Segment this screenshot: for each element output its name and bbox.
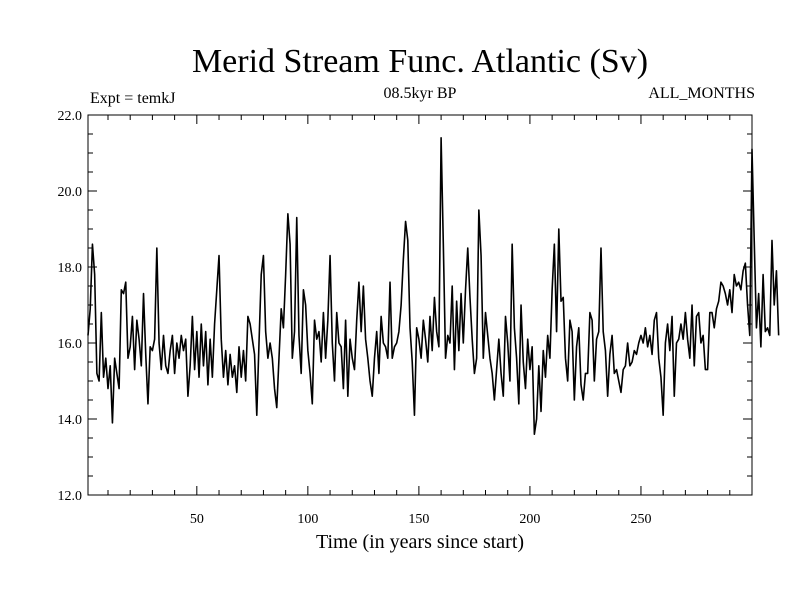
period-label: 08.5kyr BP [384, 85, 457, 102]
x-tick-label: 200 [519, 512, 540, 527]
x-tick-labels: 50 100 150 200 250 [190, 512, 652, 527]
y-tick-label: 22.0 [58, 109, 83, 124]
axis-ticks [88, 114, 753, 496]
series-line [87, 137, 780, 435]
x-tick-label: 50 [190, 512, 204, 527]
x-tick-label: 100 [297, 512, 318, 527]
y-tick-label: 14.0 [58, 413, 83, 428]
experiment-label: Expt = temkJ [90, 90, 175, 107]
y-tick-label: 16.0 [58, 337, 83, 352]
chart-title: Merid Stream Func. Atlantic (Sv) [192, 43, 648, 80]
x-tick-label: 150 [408, 512, 429, 527]
x-tick-label: 250 [630, 512, 651, 527]
y-tick-label: 18.0 [58, 261, 83, 276]
y-tick-label: 12.0 [58, 489, 83, 504]
plot-frame [87, 114, 753, 496]
y-tick-label: 20.0 [58, 185, 83, 200]
x-axis-label: Time (in years since start) [316, 531, 524, 553]
months-label: ALL_MONTHS [648, 85, 755, 102]
y-tick-labels: 12.0 14.0 16.0 18.0 20.0 22.0 [58, 109, 83, 504]
